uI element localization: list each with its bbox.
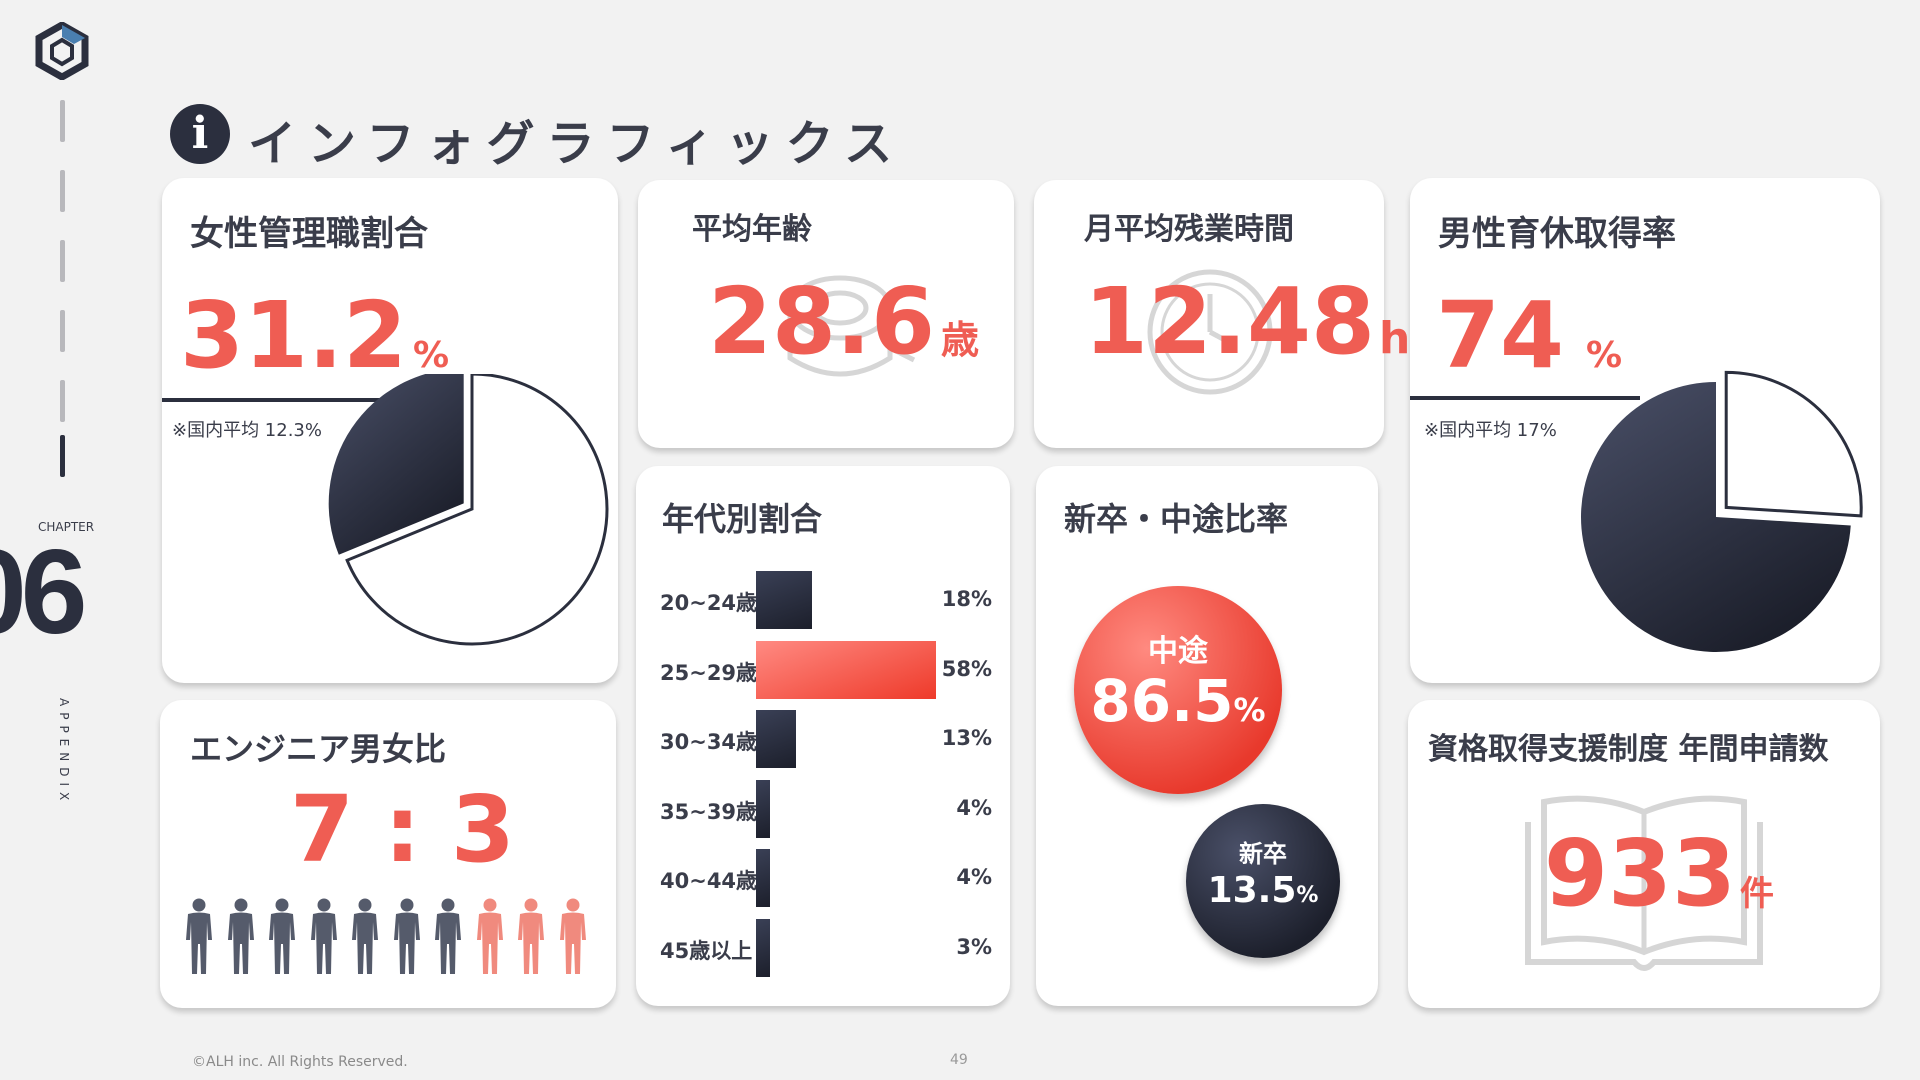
bar-category-label: 45歳以上	[660, 938, 753, 963]
certification-card: 資格取得支援制度 年間申請数 933 件	[1408, 700, 1880, 1008]
bar	[756, 571, 812, 629]
bar-category-label: 25~29歳	[660, 660, 758, 685]
new-grad-bubble: 新卒 13.5%	[1186, 804, 1340, 958]
pie-slice-remainder	[345, 374, 609, 646]
divider	[162, 398, 382, 402]
bar-value-label: 4%	[956, 795, 992, 820]
avg-age-value: 28.6 歳	[708, 268, 980, 375]
avg-age-card: 平均年齢 28.6 歳	[638, 180, 1014, 448]
overtime-card: 月平均残業時間 12.48h	[1034, 180, 1410, 448]
engineer-ratio-title: エンジニア男女比	[190, 730, 447, 768]
bar-value-label: 4%	[956, 865, 992, 889]
mid-career-label: 中途	[1148, 634, 1208, 669]
page-title: インフォグラフィックス	[248, 116, 905, 172]
age-distribution-title: 年代別割合	[662, 500, 823, 538]
bar	[756, 640, 936, 699]
male-person-icon	[269, 898, 295, 974]
male-person-icon	[352, 898, 378, 974]
section-label: APPENDIX	[57, 698, 71, 807]
bar-value-label: 58%	[941, 656, 992, 681]
pie-slice-value	[1581, 382, 1851, 652]
pie-slice-remainder	[1724, 370, 1863, 518]
engineer-ratio-value: 7:3	[290, 776, 515, 883]
page-number: 49	[950, 1052, 968, 1068]
female-managers-title: 女性管理職割合	[190, 214, 428, 254]
bar-value-label: 3%	[956, 934, 992, 959]
pie-slice-value	[328, 374, 464, 555]
hire-ratio-title: 新卒・中途比率	[1064, 500, 1289, 538]
bar	[756, 779, 770, 838]
new-grad-value: 13.5%	[1207, 870, 1319, 911]
bar	[756, 918, 770, 977]
bar-category-label: 30~34歳	[660, 730, 758, 754]
overtime-value: 12.48h	[1084, 268, 1411, 375]
mid-career-value: 86.5%	[1090, 667, 1266, 735]
bar	[756, 849, 770, 907]
paternity-leave-title: 男性育休取得率	[1438, 214, 1676, 254]
certification-title: 資格取得支援制度 年間申請数	[1428, 732, 1829, 767]
info-icon: i	[170, 104, 230, 164]
people-row	[184, 898, 604, 974]
age-distribution-card: 年代別割合 20~24歳 18% 25~29歳 58% 30~34歳 13% 35~39歳 4…	[636, 466, 1010, 1006]
company-logo	[35, 22, 89, 80]
female-person-icon	[476, 898, 503, 974]
bar-category-label: 35~39歳	[660, 799, 758, 824]
female-managers-pie	[328, 374, 609, 646]
male-person-icon	[435, 898, 461, 974]
bar-category-label: 40~44歳	[660, 869, 758, 893]
overtime-title: 月平均残業時間	[1084, 212, 1294, 247]
paternity-leave-card: 男性育休取得率 74% ※国内平均 17%	[1410, 178, 1880, 683]
female-managers-value: 31.2%	[180, 282, 450, 389]
bar-category-label: 20~24歳	[660, 591, 758, 615]
book-icon	[1525, 795, 1763, 971]
engineer-ratio-card: エンジニア男女比 7:3	[160, 700, 616, 1008]
copyright: ©ALH inc. All Rights Reserved.	[192, 1054, 408, 1070]
male-person-icon	[227, 898, 254, 974]
certification-value: 933 件	[1544, 820, 1775, 927]
paternity-leave-value: 74%	[1436, 282, 1623, 389]
chapter-number: 06	[0, 525, 88, 659]
mid-career-bubble: 中途 86.5%	[1074, 586, 1282, 794]
tape-measure-icon	[787, 275, 916, 377]
bar-value-label: 13%	[941, 726, 992, 750]
paternity-leave-note: ※国内平均 17%	[1424, 420, 1557, 441]
male-person-icon	[310, 898, 337, 974]
paternity-leave-pie	[1581, 370, 1863, 652]
male-person-icon	[393, 898, 420, 974]
hire-ratio-card: 新卒・中途比率 中途 86.5% 新卒 13.5%	[1036, 466, 1378, 1006]
female-managers-card: 女性管理職割合 31.2% ※国内平均 12.3%	[162, 178, 618, 683]
new-grad-label: 新卒	[1239, 840, 1287, 868]
clock-icon	[1147, 269, 1273, 395]
avg-age-title: 平均年齢	[692, 212, 812, 247]
female-person-icon	[559, 898, 586, 974]
divider	[1410, 396, 1640, 400]
male-person-icon	[186, 898, 212, 974]
female-person-icon	[518, 898, 544, 974]
chapter-label: CHAPTER	[38, 520, 95, 534]
bar	[756, 710, 797, 768]
female-managers-note: ※国内平均 12.3%	[172, 420, 322, 441]
bar-value-label: 18%	[941, 587, 992, 611]
